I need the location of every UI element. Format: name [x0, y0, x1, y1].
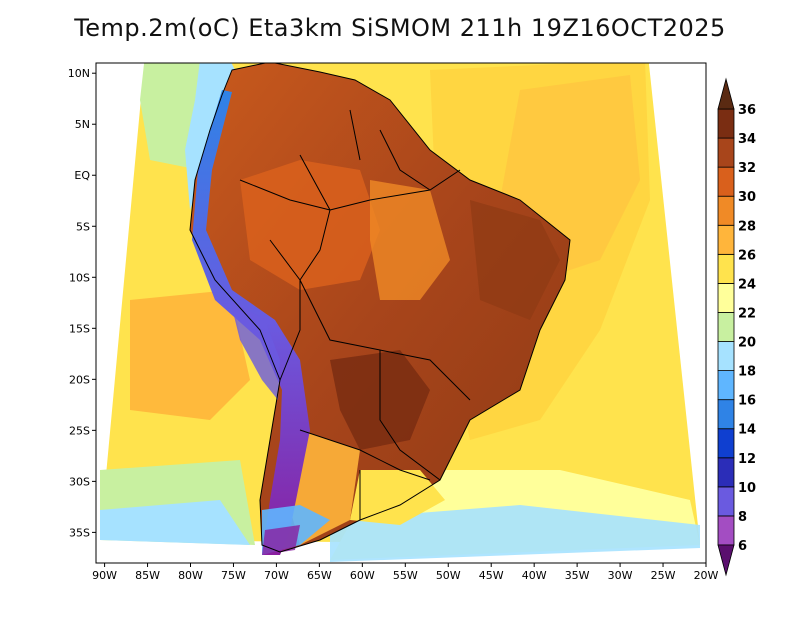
lat-tick-label: 10S — [69, 271, 90, 284]
latitude-axis: 10N 5N EQ 5S 10S 15S 20S 25S 30S 35S — [68, 67, 96, 539]
lat-tick-label: 20S — [69, 373, 90, 386]
colorbar-swatch — [717, 166, 735, 197]
colorbar-swatch — [717, 312, 735, 342]
lat-tick-label: 5S — [76, 220, 90, 233]
lon-tick-label: 45W — [479, 569, 504, 582]
colorbar-swatch — [717, 282, 735, 313]
lat-tick-label: 10N — [68, 67, 90, 80]
lon-tick-label: 30W — [608, 569, 633, 582]
lon-tick-label: 40W — [522, 569, 547, 582]
colorbar-min-arrow — [717, 544, 735, 577]
longitude-axis: 90W 85W 80W 75W 70W 65W 60W 55W 50W 45W 40W 35W 30W 2… — [92, 563, 719, 582]
lon-tick-label: 85W — [135, 569, 160, 582]
lat-tick-label: 35S — [69, 526, 90, 539]
lon-tick-label: 50W — [436, 569, 461, 582]
colorbar-label: 14 — [738, 423, 756, 438]
colorbar-label: 30 — [738, 190, 756, 205]
lon-tick-label: 55W — [393, 569, 418, 582]
colorbar-label: 6 — [738, 539, 747, 554]
colorbar-label: 18 — [738, 365, 756, 380]
lat-tick-label: EQ — [74, 169, 90, 182]
map-frame — [95, 62, 707, 564]
colorbar-label: 34 — [738, 132, 756, 147]
colorbar-swatch — [717, 253, 735, 284]
south-atlantic-cooler — [330, 505, 700, 562]
temperature-field — [96, 63, 706, 563]
colorbar-swatch — [717, 486, 735, 517]
patagonia-purple — [262, 525, 300, 555]
andes-inner-purple — [230, 300, 280, 400]
northeast-brazil-dark — [470, 200, 560, 320]
colorbar-label: 16 — [738, 394, 756, 409]
colorbar-swatch — [717, 195, 735, 226]
colorbar-label: 28 — [738, 219, 756, 234]
colorbar-label: 32 — [738, 161, 756, 176]
colorbar-swatch — [717, 428, 735, 459]
colorbar-swatch — [717, 370, 735, 401]
colorbar: 6 8 10 12 14 16 18 20 22 24 26 28 30 32 34 36 — [717, 77, 756, 577]
colorbar-swatch — [717, 137, 735, 168]
lon-tick-label: 35W — [565, 569, 590, 582]
lat-tick-label: 25S — [69, 424, 90, 437]
colorbar-swatch — [717, 108, 735, 139]
amazon-warm-zone — [240, 160, 380, 290]
colorbar-swatch — [717, 224, 735, 255]
central-brazil-light — [370, 180, 450, 300]
pacific-south-cooler — [100, 500, 250, 545]
colorbar-label: 20 — [738, 336, 756, 351]
colorbar-swatch — [717, 515, 735, 546]
uruguay-cool-zone — [350, 470, 445, 525]
lon-tick-label: 70W — [264, 569, 289, 582]
colorbar-label: 10 — [738, 481, 756, 496]
lon-tick-label: 25W — [651, 569, 676, 582]
colorbar-label: 8 — [738, 510, 747, 525]
colorbar-swatch — [717, 341, 735, 371]
lat-tick-label: 15S — [69, 322, 90, 335]
colorbar-swatch — [717, 399, 735, 430]
colorbar-swatch — [717, 457, 735, 488]
colorbar-label: 22 — [738, 306, 756, 321]
lon-tick-label: 75W — [221, 569, 246, 582]
colorbar-label: 26 — [738, 248, 756, 263]
pacific-orange-patch — [130, 290, 250, 420]
map-title: Temp.2m(oC) Eta3km SiSMOM 211h 19Z16OCT2… — [74, 14, 726, 42]
lat-tick-label: 5N — [75, 118, 90, 131]
colorbar-label: 36 — [738, 103, 756, 118]
lon-tick-label: 80W — [178, 569, 203, 582]
lon-tick-label: 90W — [92, 569, 117, 582]
colorbar-label: 24 — [738, 277, 756, 292]
colorbar-label: 12 — [738, 452, 756, 467]
country-borders — [189, 63, 571, 553]
lon-tick-label: 65W — [307, 569, 332, 582]
lat-tick-label: 30S — [69, 475, 90, 488]
colorbar-max-arrow — [717, 77, 735, 110]
lon-tick-label: 60W — [350, 569, 375, 582]
lon-tick-label: 20W — [694, 569, 719, 582]
